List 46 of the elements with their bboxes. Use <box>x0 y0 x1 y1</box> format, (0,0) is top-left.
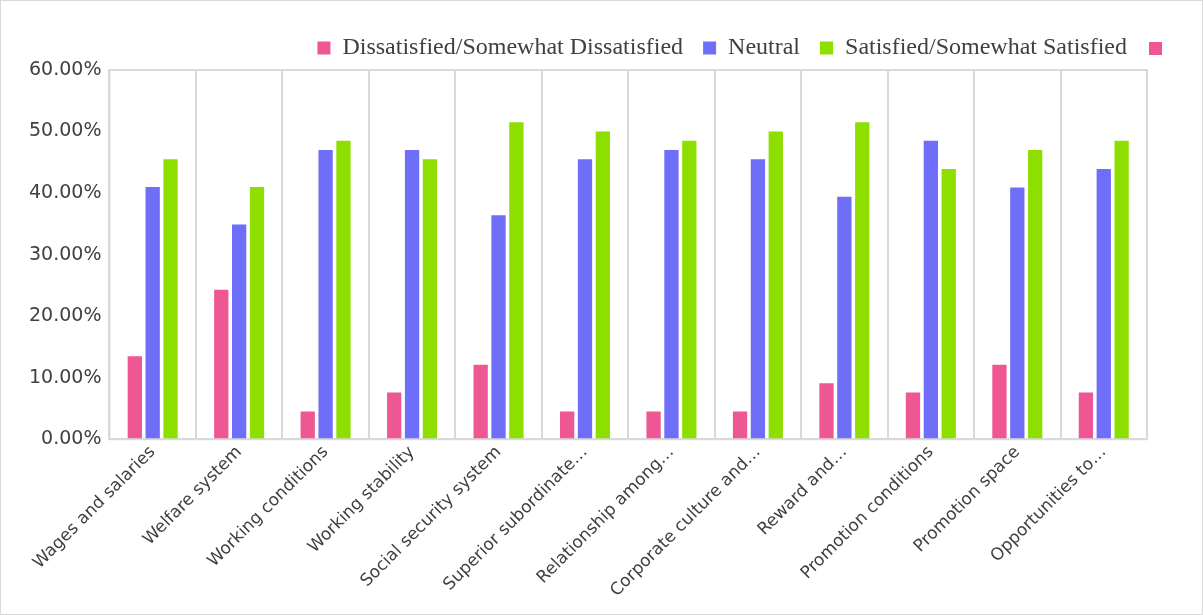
bar <box>1078 392 1094 440</box>
bar <box>923 140 938 440</box>
bar <box>473 364 488 440</box>
bar <box>336 140 351 440</box>
bar <box>300 411 315 440</box>
bar <box>577 159 593 440</box>
bar <box>595 131 611 440</box>
bar <box>1114 140 1129 440</box>
bar <box>491 215 506 440</box>
bar <box>819 383 834 440</box>
bar <box>682 140 697 440</box>
y-tick-label: 50.00% <box>28 118 102 141</box>
bar <box>855 122 870 440</box>
bar <box>249 186 265 440</box>
bar <box>646 411 661 440</box>
bar <box>1096 169 1111 440</box>
bar <box>145 186 160 440</box>
bar <box>163 159 178 440</box>
bar <box>509 122 524 440</box>
bar <box>404 150 420 440</box>
bar <box>214 289 229 440</box>
bar <box>768 131 783 440</box>
y-tick-label: 0.00% <box>41 426 102 449</box>
bar <box>1010 187 1025 440</box>
bar <box>1028 150 1043 440</box>
bar <box>664 150 679 440</box>
y-tick-label: 40.00% <box>28 180 102 203</box>
y-tick-label: 30.00% <box>28 241 102 264</box>
bar <box>837 196 852 440</box>
bar <box>127 356 142 440</box>
y-tick-label: 60.00% <box>28 56 102 79</box>
bar <box>318 150 333 440</box>
bar <box>750 159 766 440</box>
y-tick-label: 20.00% <box>28 303 102 326</box>
bar <box>422 159 438 440</box>
bar <box>387 392 402 440</box>
bar <box>992 364 1007 440</box>
bar <box>905 392 921 440</box>
bar <box>732 411 748 440</box>
bar <box>231 224 247 440</box>
legend-label: Neutral <box>728 33 801 60</box>
bar <box>941 169 956 440</box>
bar <box>559 411 575 440</box>
legend-label: Satisfied/Somewhat Satisfied <box>845 33 1127 60</box>
legend-label: Dissatisfied/Somewhat Dissatisfied <box>342 33 684 60</box>
y-tick-label: 10.00% <box>28 364 102 387</box>
